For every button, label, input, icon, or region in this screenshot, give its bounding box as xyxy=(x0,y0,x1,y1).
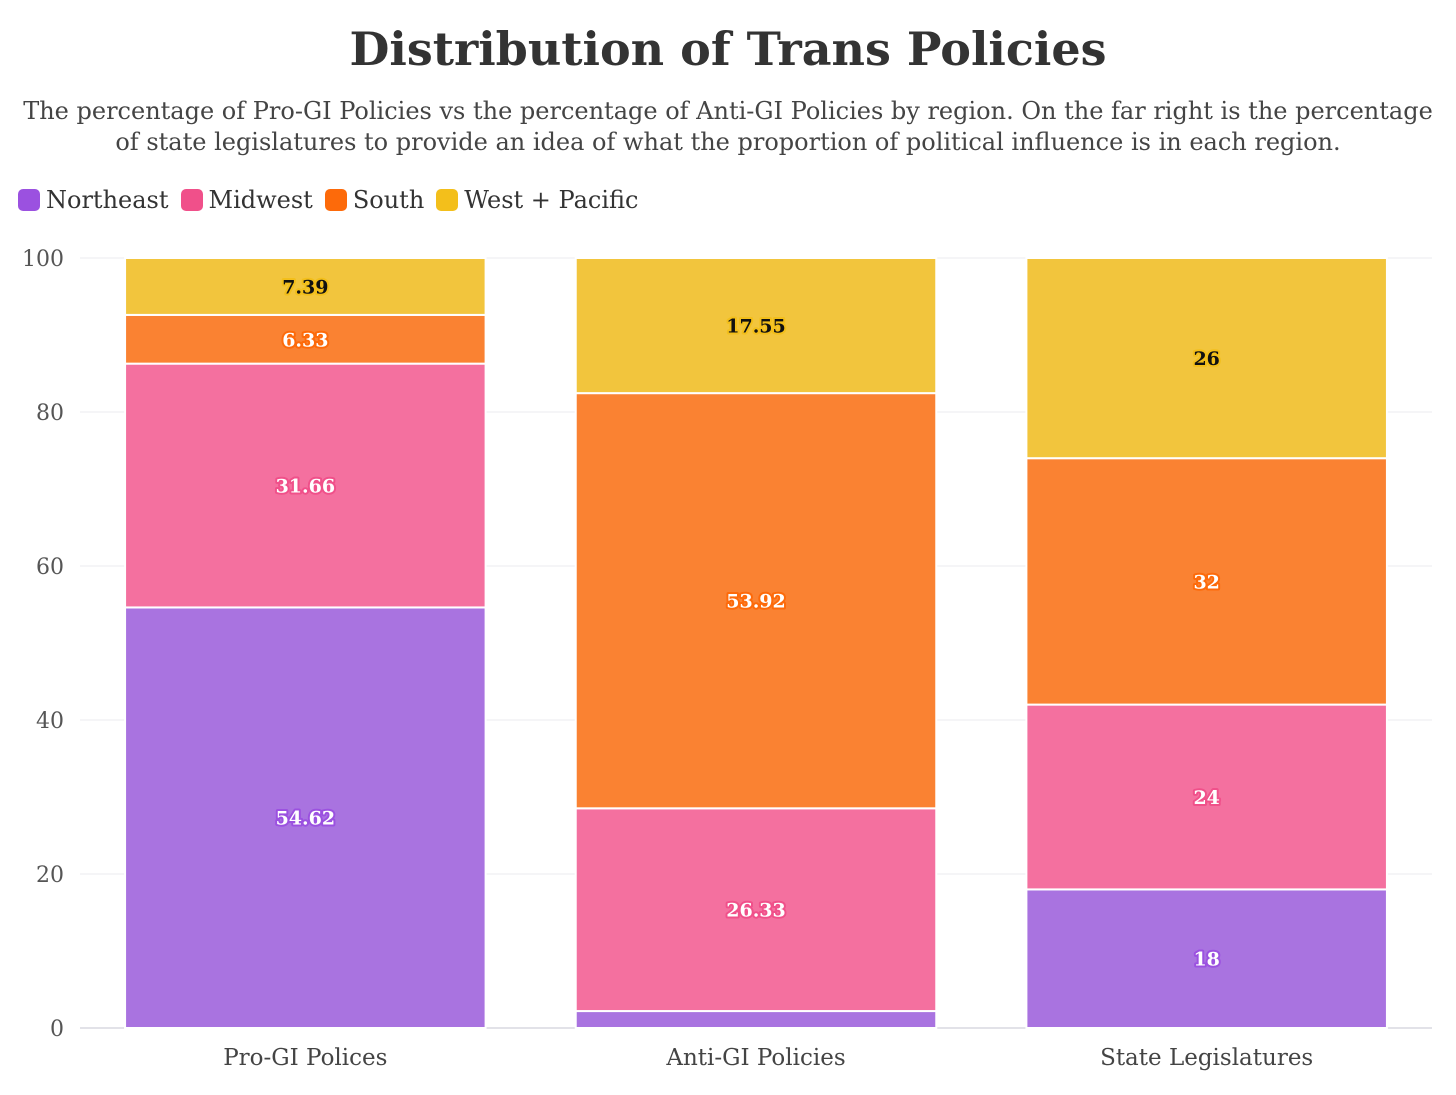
data-label-state-legislatures-northeast: 18 xyxy=(1193,949,1219,971)
legend-item-midwest[interactable]: Midwest xyxy=(180,186,313,214)
data-label-anti-gi-policies-midwest: 26.33 xyxy=(726,900,786,922)
data-label-anti-gi-policies-south: 53.92 xyxy=(726,591,786,613)
legend-item-west-pacific[interactable]: West + Pacific xyxy=(436,186,638,214)
data-label-state-legislatures-west-pacific: 26 xyxy=(1193,348,1219,370)
y-tick-label-40: 40 xyxy=(36,709,64,734)
bar-pro-gi-polices-midwest xyxy=(124,362,487,609)
y-tick-label-100: 100 xyxy=(22,247,64,272)
bar-anti-gi-policies-south xyxy=(574,392,938,810)
data-label-anti-gi-policies-west-pacific: 17.55 xyxy=(726,316,786,338)
chart-title: Distribution of Trans Policies xyxy=(349,22,1107,76)
data-label-pro-gi-polices-south: 6.33 xyxy=(282,329,328,351)
y-tick-label-0: 0 xyxy=(50,1017,64,1042)
bar-pro-gi-polices-west-pacific xyxy=(124,257,487,316)
legend-swatch-west-pacific xyxy=(436,189,459,211)
bar-state-legislatures-northeast xyxy=(1025,888,1388,1030)
y-tick-label-80: 80 xyxy=(36,401,64,426)
bar-state-legislatures-midwest xyxy=(1025,703,1388,891)
legend-item-northeast[interactable]: Northeast xyxy=(18,186,169,214)
data-label-state-legislatures-south: 32 xyxy=(1193,571,1219,593)
legend-label-northeast: Northeast xyxy=(46,186,169,214)
x-tick-label-anti-gi-policies: Anti-GI Policies xyxy=(665,1045,845,1071)
bar-anti-gi-policies-west-pacific xyxy=(574,257,938,395)
bar-pro-gi-polices-northeast xyxy=(124,606,487,1030)
legend-item-south[interactable]: South xyxy=(324,186,425,214)
legend-swatch-northeast xyxy=(18,189,40,211)
legend-label-south: South xyxy=(352,186,425,214)
data-label-pro-gi-polices-northeast: 54.62 xyxy=(276,808,336,830)
legend-label-west-pacific: West + Pacific xyxy=(464,186,639,214)
y-tick-label-60: 60 xyxy=(36,555,64,580)
data-label-pro-gi-polices-midwest: 31.66 xyxy=(276,476,336,498)
bar-anti-gi-policies-northeast xyxy=(574,1010,938,1029)
x-tick-label-pro-gi-polices: Pro-GI Polices xyxy=(223,1045,387,1071)
legend-swatch-south xyxy=(324,189,347,211)
bar-state-legislatures-south xyxy=(1025,457,1388,706)
data-label-pro-gi-polices-west-pacific: 7.39 xyxy=(282,276,328,298)
bar-state-legislatures-west-pacific xyxy=(1025,257,1388,460)
y-tick-label-20: 20 xyxy=(36,863,64,888)
legend-swatch-midwest xyxy=(180,189,203,211)
legend: Northeast Midwest South West + Pacific xyxy=(18,186,650,214)
bar-pro-gi-polices-south xyxy=(124,313,487,365)
data-label-state-legislatures-midwest: 24 xyxy=(1193,787,1219,809)
x-tick-label-state-legislatures: State Legislatures xyxy=(1100,1045,1313,1071)
legend-label-midwest: Midwest xyxy=(208,186,313,214)
chart-subtitle: The percentage of Pro-GI Policies vs the… xyxy=(23,97,1433,156)
bar-anti-gi-policies-midwest xyxy=(574,807,938,1013)
